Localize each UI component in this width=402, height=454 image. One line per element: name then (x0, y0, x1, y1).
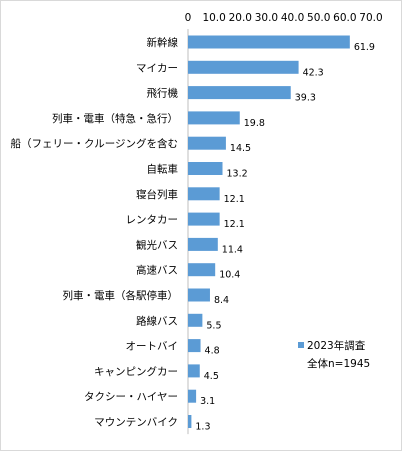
category-label: 観光バス (136, 238, 178, 251)
category-label: 飛行機 (147, 87, 179, 100)
data-label: 13.2 (227, 169, 248, 180)
bar (188, 288, 210, 302)
category-label: 路線バス (136, 314, 178, 327)
category-label: 新幹線 (147, 36, 179, 49)
bar (188, 313, 203, 327)
data-label: 5.5 (206, 320, 221, 331)
value-labels: 61.9 42.3 39.3 19.8 14.5 13.2 12.1 12.1 11.4 10.4… (195, 42, 375, 433)
data-label: 19.8 (244, 118, 265, 129)
legend-entry: 2023年調査 (307, 339, 366, 352)
bar (188, 35, 350, 49)
bar (188, 389, 197, 403)
category-label: タクシー・ハイヤー (84, 391, 178, 403)
category-label: 列車・電車（各駅停車） (63, 289, 179, 302)
data-label: 11.4 (222, 244, 243, 255)
data-label: 39.3 (295, 93, 316, 104)
legend-swatch (298, 342, 304, 348)
x-axis-ticks: 0 10.0 20.0 30.0 40.0 50.0 60.0 70.0 (185, 12, 383, 24)
bar (188, 111, 240, 125)
data-label: 4.5 (204, 371, 219, 382)
data-label: 12.1 (224, 219, 245, 230)
category-label: キャンピングカー (94, 365, 178, 378)
legend: 2023年調査 全体n=1945 (298, 339, 370, 370)
bar (188, 136, 226, 150)
bar (188, 162, 223, 175)
category-label: オートバイ (126, 341, 179, 353)
bar (188, 237, 218, 251)
x-tick-label: 10.0 (202, 12, 225, 24)
data-label: 14.5 (230, 143, 251, 154)
data-label: 10.4 (219, 270, 240, 281)
category-label: マウンテンバイク (94, 417, 178, 429)
data-label: 42.3 (303, 67, 324, 78)
bar (188, 60, 299, 74)
bar (188, 212, 220, 226)
data-label: 61.9 (354, 42, 375, 53)
bar (188, 86, 291, 100)
x-tick-label: 50.0 (307, 12, 330, 24)
category-label: 寝台列車 (136, 188, 178, 201)
data-label: 12.1 (224, 194, 245, 205)
data-label: 8.4 (214, 295, 229, 306)
x-tick-label: 70.0 (359, 12, 382, 24)
category-label: マイカー (136, 62, 178, 74)
data-label: 1.3 (195, 422, 210, 433)
bar (188, 187, 220, 201)
x-tick-label: 0 (185, 12, 192, 24)
x-tick-label: 30.0 (255, 12, 278, 24)
data-label: 4.8 (205, 346, 220, 357)
bars (188, 35, 350, 428)
category-label: 高速バス (136, 264, 178, 277)
x-tick-label: 40.0 (281, 12, 304, 24)
category-label: レンタカー (126, 214, 179, 226)
bar (188, 339, 201, 353)
category-label: 列車・電車（特急・急行） (52, 112, 178, 125)
bar (188, 263, 216, 277)
category-label: 船（フェリー・クルージングを含む (11, 137, 178, 150)
category-label: 自転車 (147, 163, 179, 176)
x-tick-label: 20.0 (229, 12, 252, 24)
data-label: 3.1 (200, 396, 215, 407)
legend-note: 全体n=1945 (307, 357, 370, 370)
bar (188, 364, 200, 378)
bar (188, 415, 192, 428)
x-tick-label: 60.0 (333, 12, 356, 24)
